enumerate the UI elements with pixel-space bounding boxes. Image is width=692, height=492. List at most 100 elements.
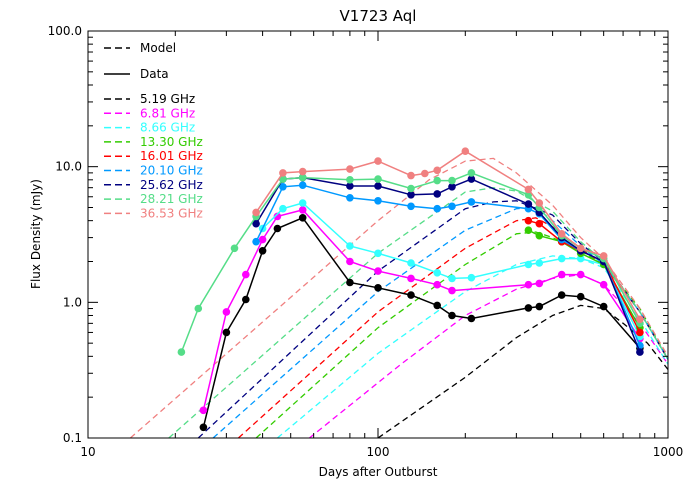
data-point xyxy=(636,348,644,356)
model-line xyxy=(377,304,668,438)
data-point xyxy=(194,304,203,313)
data-point xyxy=(346,176,354,184)
chart-title: V1723 Aql xyxy=(340,7,417,25)
y-axis-label: Flux Density (mJy) xyxy=(29,179,43,289)
x-axis-label: Days after Outburst xyxy=(319,465,438,479)
data-point xyxy=(524,260,533,269)
data-point xyxy=(557,291,566,299)
data-series xyxy=(177,147,644,432)
series-group xyxy=(252,181,644,350)
data-point xyxy=(599,280,608,289)
data-point xyxy=(298,167,307,176)
data-point xyxy=(199,423,208,432)
data-point xyxy=(374,249,382,258)
data-point xyxy=(524,304,533,312)
data-point xyxy=(524,185,533,194)
data-point xyxy=(346,278,354,287)
data-point xyxy=(599,252,608,260)
data-point xyxy=(346,165,354,173)
data-point xyxy=(467,314,476,323)
data-point xyxy=(407,184,415,193)
legend-label: 13.30 GHz xyxy=(140,135,203,149)
data-line xyxy=(255,184,641,346)
y-tick-label: 0.1 xyxy=(63,431,82,445)
data-point xyxy=(535,279,544,288)
data-point xyxy=(433,176,442,185)
data-point xyxy=(535,259,544,267)
legend-label: Model xyxy=(140,41,176,55)
data-point xyxy=(467,198,476,206)
data-point xyxy=(298,214,307,222)
data-point xyxy=(433,269,442,277)
data-point xyxy=(467,169,476,177)
data-point xyxy=(448,286,456,295)
data-point xyxy=(448,274,456,283)
model-line xyxy=(168,187,668,438)
series-group xyxy=(252,147,644,324)
data-point xyxy=(576,270,585,279)
legend-label: 8.66 GHz xyxy=(140,121,195,135)
data-point xyxy=(535,219,544,228)
data-point xyxy=(407,274,415,283)
data-point xyxy=(433,190,442,198)
series-group xyxy=(199,206,644,415)
data-point xyxy=(448,176,456,185)
data-point xyxy=(298,206,307,214)
data-point xyxy=(524,280,533,289)
data-point xyxy=(421,169,429,178)
data-point xyxy=(535,199,544,207)
data-point xyxy=(298,181,307,189)
data-point xyxy=(374,267,382,275)
data-point xyxy=(535,302,544,311)
data-point xyxy=(599,302,608,311)
data-point xyxy=(273,224,282,233)
data-point xyxy=(279,204,287,213)
data-point xyxy=(407,171,415,180)
data-point xyxy=(374,157,382,165)
data-point xyxy=(636,328,644,337)
axis-ticks xyxy=(87,31,669,439)
data-point xyxy=(374,182,382,190)
data-point xyxy=(252,219,260,228)
data-point xyxy=(258,235,267,244)
data-point xyxy=(576,292,585,301)
data-point xyxy=(346,242,354,250)
data-point xyxy=(407,191,415,199)
data-point xyxy=(407,291,415,299)
data-point xyxy=(576,244,585,253)
legend-label: 6.81 GHz xyxy=(140,106,195,120)
data-point xyxy=(576,254,585,263)
data-point xyxy=(298,199,307,207)
legend-label: Data xyxy=(140,67,169,81)
data-point xyxy=(448,311,456,320)
data-point xyxy=(258,247,267,255)
data-point xyxy=(279,169,287,177)
model-line xyxy=(212,206,668,438)
series-group xyxy=(199,214,644,432)
data-point xyxy=(557,270,566,279)
data-point xyxy=(461,147,470,155)
data-point xyxy=(279,175,287,183)
data-point xyxy=(346,257,354,266)
data-point xyxy=(448,183,456,191)
data-point xyxy=(374,197,382,205)
data-point xyxy=(557,254,566,263)
legend-label: 28.21 GHz xyxy=(140,192,203,206)
legend-label: 20.10 GHz xyxy=(140,164,203,178)
model-line xyxy=(276,255,668,438)
series-group xyxy=(252,173,644,356)
data-point xyxy=(524,216,533,225)
data-point xyxy=(273,212,282,221)
data-point xyxy=(448,202,456,211)
x-tick-label: 10 xyxy=(80,445,95,459)
legend-label: 5.19 GHz xyxy=(140,92,195,106)
model-line xyxy=(197,200,668,438)
x-tick-label: 1000 xyxy=(653,445,684,459)
data-point xyxy=(298,173,307,182)
data-point xyxy=(524,200,533,208)
data-point xyxy=(636,315,644,324)
data-point xyxy=(230,244,239,253)
data-point xyxy=(346,194,354,202)
data-point xyxy=(177,348,186,356)
